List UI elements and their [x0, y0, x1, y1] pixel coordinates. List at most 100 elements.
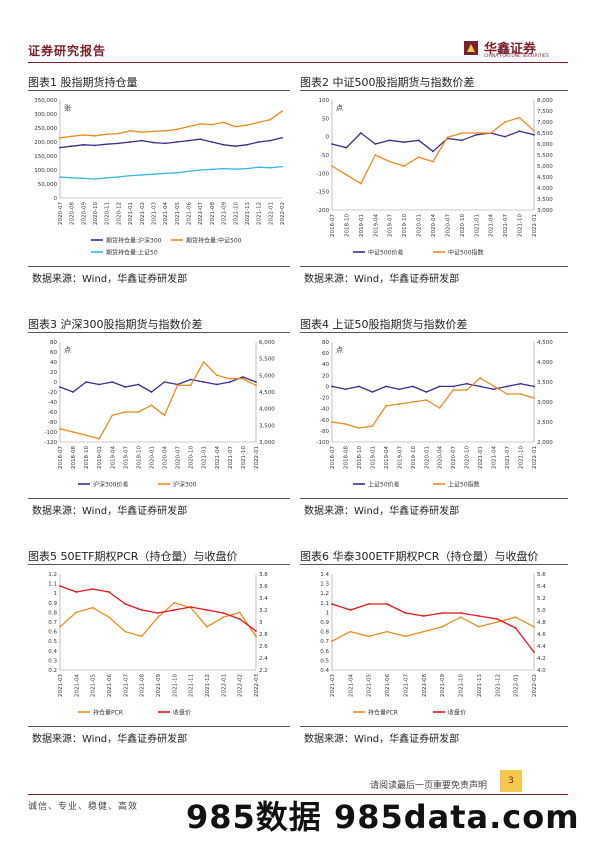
chart-title-divider [300, 332, 568, 333]
data-point [519, 393, 522, 395]
x-tick-label: 2022-02 [532, 674, 538, 697]
y-tick-label-right: 4.0 [537, 668, 546, 674]
data-point [349, 609, 352, 611]
y-tick-label: -50 [320, 153, 329, 159]
y-tick-label-right: 3.6 [259, 584, 268, 590]
data-point [124, 411, 127, 413]
data-point [85, 434, 88, 437]
x-tick-label: 2021-02 [140, 202, 146, 225]
y-tick-label: 0.6 [48, 630, 57, 636]
data-point [111, 414, 114, 417]
data-point [228, 381, 231, 383]
series-line [59, 110, 283, 139]
data-point [59, 625, 61, 628]
x-tick-label: 2022-02 [280, 202, 286, 225]
data-point [238, 611, 241, 614]
data-point [255, 630, 257, 632]
data-point [105, 176, 108, 179]
y-tick-label: 1.2 [320, 591, 329, 597]
data-point [269, 166, 272, 169]
footer-slogan: 诚信、专业、稳健、高效 [28, 802, 139, 812]
data-point [85, 381, 88, 383]
data-point [425, 399, 428, 401]
legend-label: 收盘价 [173, 709, 191, 717]
data-point [189, 606, 192, 608]
data-point [175, 128, 178, 131]
legend-label: 中证500指数 [448, 249, 483, 257]
data-point [176, 384, 179, 387]
data-point [422, 615, 425, 617]
data-point [91, 606, 94, 609]
legend-label: 期货持仓量:中证500 [186, 237, 242, 245]
y-tick-label: 0.8 [48, 610, 57, 616]
series-line [59, 376, 257, 393]
data-point [238, 618, 241, 620]
y-tick-label: 0 [54, 380, 58, 386]
data-point [129, 141, 132, 143]
y-tick-label: 1.2 [48, 572, 57, 578]
y-tick-label-right: 5.4 [537, 584, 546, 590]
y-tick-label: 40 [50, 360, 57, 366]
data-point [105, 133, 108, 136]
data-point [404, 635, 407, 638]
legend-label: 上证50价差 [368, 481, 400, 489]
data-point [222, 143, 225, 146]
data-point [189, 384, 192, 387]
data-point [108, 616, 110, 619]
data-point [331, 385, 333, 388]
data-point [281, 136, 283, 139]
data-point [514, 627, 517, 629]
data-point [210, 168, 213, 171]
y-tick-label: 1.3 [320, 582, 329, 588]
y-tick-label-right: 4.8 [537, 620, 546, 626]
y-axis-unit: 点 [336, 346, 343, 354]
legend-label: 期货持仓量:沪深300 [106, 237, 162, 245]
x-tick-label: 2018-07 [330, 214, 336, 237]
data-point [222, 616, 225, 619]
x-tick-label: 2021-10 [172, 674, 178, 697]
y-tick-label: 100,000 [34, 168, 57, 174]
x-tick-label: 2020-10 [189, 446, 195, 469]
data-point [140, 131, 143, 134]
x-tick-label: 2021-09 [440, 674, 446, 697]
data-point [75, 611, 78, 614]
x-tick-label: 2021-04 [489, 214, 495, 237]
y-tick-label: 0 [54, 196, 58, 202]
data-point [255, 635, 257, 638]
data-point [140, 174, 143, 176]
y-tick-label-right: 4,500 [537, 340, 553, 346]
x-tick-label: 2018-07 [330, 446, 336, 469]
y-axis-unit: 点 [336, 104, 343, 112]
chart-title-divider [300, 564, 568, 565]
data-point [117, 132, 120, 135]
chart-plot: -120 -100 -80 -60 -40 -20 0 20 40 60 80 3,000 3,500 4… [45, 340, 276, 489]
x-tick-label: 2019-10 [136, 446, 142, 469]
data-point [173, 601, 176, 604]
data-point [246, 167, 248, 170]
y-tick-label-right: 5,500 [259, 357, 275, 363]
y-tick-label: 1.4 [320, 572, 329, 578]
x-tick-label: 2021-04 [215, 446, 221, 469]
chart-title: 图表2 中证500股指期货与指数价差 [300, 76, 475, 89]
data-point [242, 376, 244, 378]
y-tick-label: 0.8 [320, 630, 329, 636]
data-point [234, 145, 237, 148]
data-point [533, 129, 535, 132]
data-point [202, 381, 205, 383]
data-point [210, 141, 213, 143]
legend-label: 上证50指数 [448, 481, 480, 489]
y-tick-label: 0.5 [48, 639, 57, 645]
y-tick-label-right: 5.2 [537, 596, 546, 602]
y-tick-label: 20 [50, 370, 57, 376]
data-point [371, 425, 374, 427]
chart-source: 数据来源：Wind，华鑫证券研发部 [32, 506, 188, 517]
chart-bottom-divider [28, 726, 290, 727]
data-point [157, 616, 159, 619]
data-point [475, 133, 478, 136]
data-point [281, 110, 283, 113]
data-point [496, 621, 499, 623]
data-point [137, 383, 140, 386]
data-point [404, 612, 407, 614]
data-point [206, 625, 208, 628]
x-tick-label: 2021-05 [367, 674, 373, 697]
